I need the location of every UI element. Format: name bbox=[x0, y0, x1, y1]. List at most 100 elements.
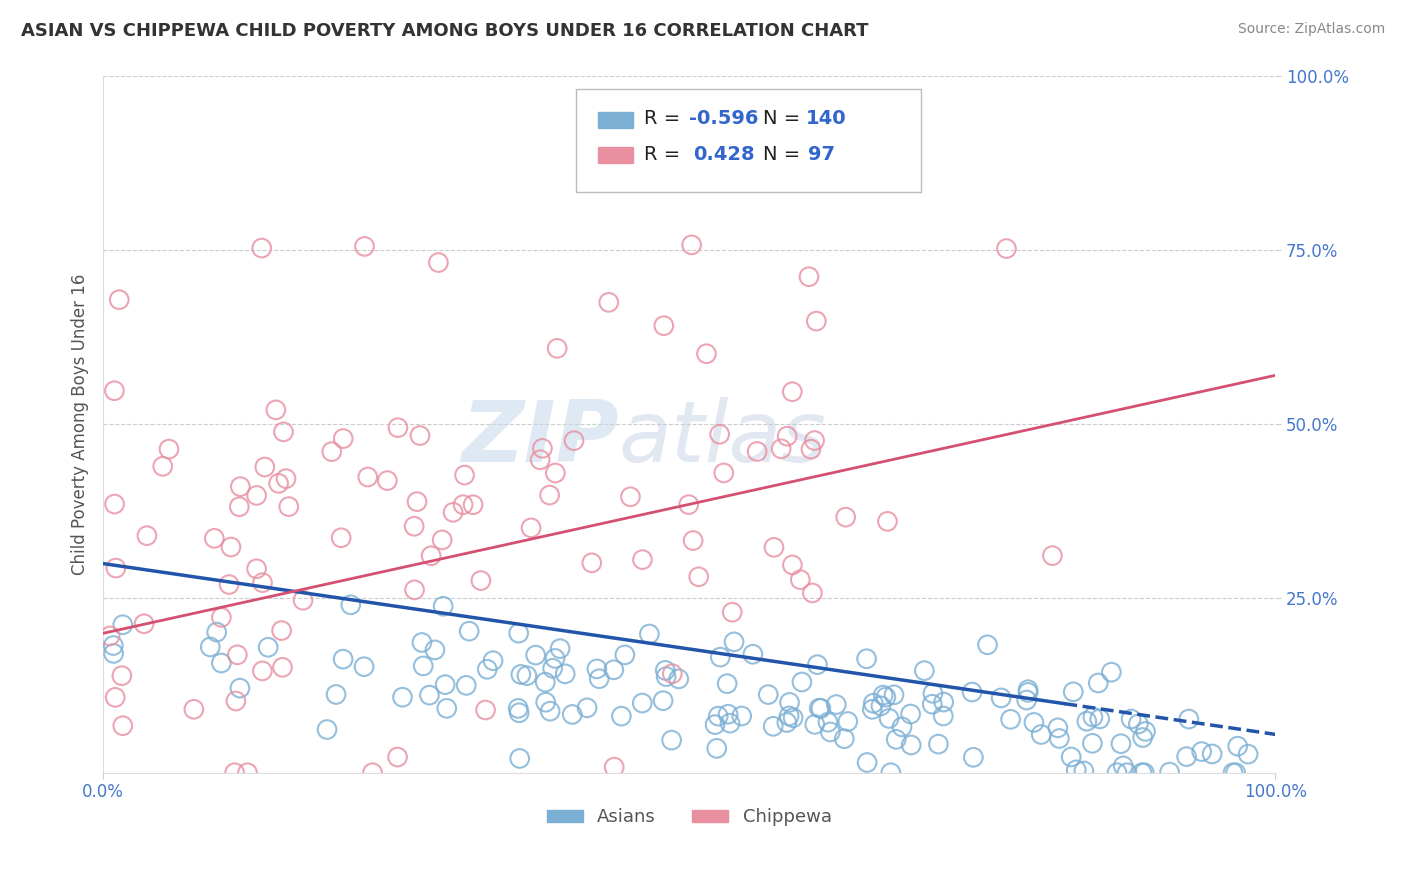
Point bbox=[104, 561, 127, 575]
Point bbox=[477, 662, 499, 676]
Point bbox=[1022, 715, 1045, 730]
Point bbox=[817, 715, 839, 730]
Point bbox=[404, 519, 426, 533]
Point bbox=[921, 698, 943, 712]
Point bbox=[855, 651, 877, 665]
Point bbox=[801, 586, 824, 600]
Text: ZIP: ZIP bbox=[461, 397, 619, 480]
Point bbox=[880, 765, 903, 780]
Point bbox=[1042, 549, 1064, 563]
Point bbox=[1000, 712, 1022, 726]
Point bbox=[581, 556, 603, 570]
Point bbox=[932, 709, 955, 723]
Point bbox=[1081, 736, 1104, 750]
Point bbox=[516, 668, 538, 682]
Point bbox=[538, 704, 561, 718]
Point bbox=[202, 532, 225, 546]
Point bbox=[236, 765, 259, 780]
Point bbox=[353, 239, 375, 253]
Point bbox=[716, 676, 738, 690]
Point bbox=[332, 432, 354, 446]
Point bbox=[520, 521, 543, 535]
Point bbox=[707, 709, 730, 723]
Point bbox=[538, 488, 561, 502]
Point bbox=[508, 701, 530, 715]
Point bbox=[668, 672, 690, 686]
Point bbox=[762, 541, 785, 555]
Point bbox=[655, 670, 678, 684]
Point bbox=[718, 716, 741, 731]
Point bbox=[900, 738, 922, 752]
Text: -0.596: -0.596 bbox=[689, 109, 758, 128]
Point bbox=[1088, 712, 1111, 726]
Point bbox=[387, 750, 409, 764]
Point bbox=[406, 494, 429, 508]
Point bbox=[1130, 765, 1153, 780]
Point bbox=[1062, 685, 1084, 699]
Text: 0.428: 0.428 bbox=[693, 145, 755, 164]
Point bbox=[229, 681, 252, 695]
Point bbox=[588, 672, 610, 686]
Point bbox=[709, 427, 731, 442]
Point bbox=[1081, 710, 1104, 724]
Point bbox=[434, 678, 457, 692]
Point bbox=[747, 444, 769, 458]
Point bbox=[862, 696, 884, 710]
Point bbox=[1047, 731, 1070, 746]
Text: Source: ZipAtlas.com: Source: ZipAtlas.com bbox=[1237, 22, 1385, 37]
Point bbox=[104, 690, 127, 705]
Point bbox=[723, 635, 745, 649]
Point bbox=[257, 640, 280, 655]
Point bbox=[332, 652, 354, 666]
Point bbox=[183, 702, 205, 716]
Point bbox=[1076, 714, 1098, 729]
Text: atlas: atlas bbox=[619, 397, 827, 480]
Point bbox=[762, 719, 785, 733]
Point bbox=[695, 347, 717, 361]
Point bbox=[226, 648, 249, 662]
Point bbox=[1128, 717, 1150, 731]
Point bbox=[1225, 765, 1247, 780]
Point bbox=[1201, 747, 1223, 761]
Point bbox=[782, 558, 804, 572]
Point bbox=[270, 624, 292, 638]
Point bbox=[1015, 693, 1038, 707]
Point bbox=[432, 599, 454, 614]
Point bbox=[837, 714, 859, 729]
Point bbox=[922, 686, 945, 700]
Point bbox=[1099, 665, 1122, 680]
Point bbox=[652, 693, 675, 707]
Point bbox=[856, 756, 879, 770]
Text: 97: 97 bbox=[808, 145, 835, 164]
Point bbox=[654, 664, 676, 678]
Point bbox=[927, 737, 949, 751]
Point bbox=[1226, 739, 1249, 754]
Point bbox=[704, 717, 727, 731]
Point bbox=[613, 648, 636, 662]
Point bbox=[1237, 747, 1260, 761]
Point bbox=[778, 709, 800, 723]
Point bbox=[524, 648, 547, 662]
Point bbox=[409, 428, 432, 442]
Point bbox=[1112, 759, 1135, 773]
Point bbox=[108, 293, 131, 307]
Point bbox=[782, 711, 804, 725]
Point bbox=[1060, 750, 1083, 764]
Point bbox=[1017, 682, 1039, 697]
Point bbox=[1087, 676, 1109, 690]
Point bbox=[806, 314, 828, 328]
Point bbox=[330, 531, 353, 545]
Point bbox=[246, 488, 269, 502]
Point bbox=[103, 497, 125, 511]
Point bbox=[610, 709, 633, 723]
Point bbox=[98, 629, 121, 643]
Point bbox=[509, 751, 531, 765]
Point bbox=[229, 480, 252, 494]
Point bbox=[205, 625, 228, 640]
Point bbox=[412, 659, 434, 673]
Point bbox=[789, 573, 811, 587]
Point bbox=[267, 476, 290, 491]
Point bbox=[779, 695, 801, 709]
Point bbox=[427, 255, 450, 269]
Point bbox=[321, 444, 343, 458]
